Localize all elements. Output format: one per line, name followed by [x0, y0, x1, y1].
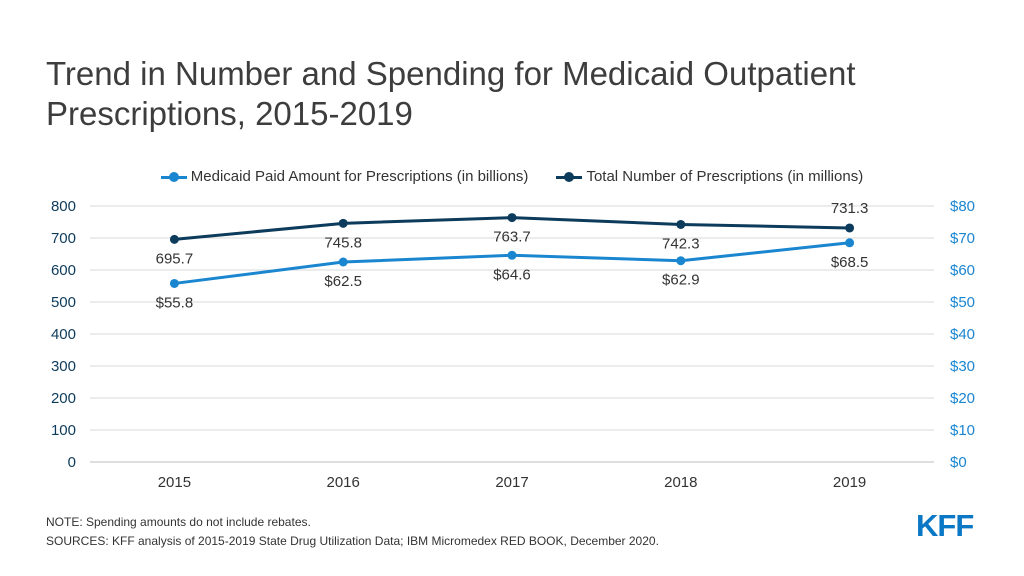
- y-right-tick-label: $30: [950, 358, 975, 375]
- x-tick-label: 2019: [833, 474, 866, 491]
- note-text: NOTE: Spending amounts do not include re…: [46, 515, 311, 529]
- data-point-prescription-count: [338, 218, 348, 228]
- chart-title: Trend in Number and Spending for Medicai…: [46, 55, 856, 132]
- data-label-prescription-count: 742.3: [662, 235, 700, 252]
- data-label-paid-amount: $62.9: [662, 272, 700, 289]
- legend-item-prescription-count: Total Number of Prescriptions (in millio…: [556, 168, 863, 185]
- data-label-paid-amount: $64.6: [493, 266, 531, 283]
- x-tick-label: 2016: [327, 474, 360, 491]
- legend-swatch-paid-amount: [160, 171, 187, 183]
- y-left-tick-label: 600: [51, 262, 76, 279]
- y-right-tick-label: $40: [950, 326, 975, 343]
- y-right-tick-label: $20: [950, 390, 975, 407]
- data-label-paid-amount: $55.8: [156, 294, 194, 311]
- y-right-tick-label: $60: [950, 262, 975, 279]
- x-tick-label: 2015: [158, 474, 191, 491]
- y-left-tick-label: 800: [51, 198, 76, 215]
- sources-text: SOURCES: KFF analysis of 2015-2019 State…: [46, 534, 659, 548]
- y-right-tick-label: $80: [950, 198, 975, 215]
- y-left-tick-label: 300: [51, 358, 76, 375]
- y-left-tick-label: 100: [51, 422, 76, 439]
- data-label-paid-amount: $62.5: [324, 273, 362, 290]
- data-point-prescription-count: [676, 219, 686, 229]
- data-label-prescription-count: 763.7: [493, 229, 531, 246]
- x-tick-label: 2017: [495, 474, 528, 491]
- legend: Medicaid Paid Amount for Prescriptions (…: [0, 168, 1024, 185]
- data-point-paid-amount: [338, 257, 348, 267]
- data-point-prescription-count: [845, 223, 855, 233]
- data-label-prescription-count: 695.7: [156, 250, 194, 267]
- legend-swatch-prescription-count: [556, 171, 583, 183]
- data-point-paid-amount: [676, 256, 686, 266]
- y-left-tick-label: 500: [51, 294, 76, 311]
- legend-label-paid-amount: Medicaid Paid Amount for Prescriptions (…: [190, 168, 529, 185]
- data-point-paid-amount: [169, 278, 179, 288]
- y-left-tick-label: 0: [68, 454, 76, 471]
- y-right-tick-label: $50: [950, 294, 975, 311]
- y-right-tick-label: $0: [950, 454, 967, 471]
- data-point-prescription-count: [169, 234, 179, 244]
- data-label-prescription-count: 745.8: [324, 234, 362, 251]
- series-layer: $55.8 $62.5 $64.6 $62.9 $68.5 695.7 745.8 763.7…: [156, 200, 869, 311]
- x-tick-label: 2018: [664, 474, 697, 491]
- data-point-prescription-count: [507, 213, 517, 223]
- axes: 0 $0 100 $10 200 $20 300 $30 400 $40 500 $50 600 $60 7…: [51, 198, 975, 491]
- y-left-tick-label: 700: [51, 230, 76, 247]
- legend-item-paid-amount: Medicaid Paid Amount for Prescriptions (…: [160, 168, 529, 185]
- data-point-paid-amount: [845, 238, 855, 248]
- data-label-paid-amount: $68.5: [831, 254, 869, 271]
- y-right-tick-label: $70: [950, 230, 975, 247]
- data-point-paid-amount: [507, 250, 517, 260]
- kff-logo: KFF: [916, 508, 974, 543]
- legend-label-prescription-count: Total Number of Prescriptions (in millio…: [586, 168, 864, 185]
- data-label-prescription-count: 731.3: [831, 200, 869, 217]
- gridlines: [90, 205, 934, 431]
- y-left-tick-label: 200: [51, 390, 76, 407]
- y-left-tick-label: 400: [51, 326, 76, 343]
- y-right-tick-label: $10: [950, 422, 975, 439]
